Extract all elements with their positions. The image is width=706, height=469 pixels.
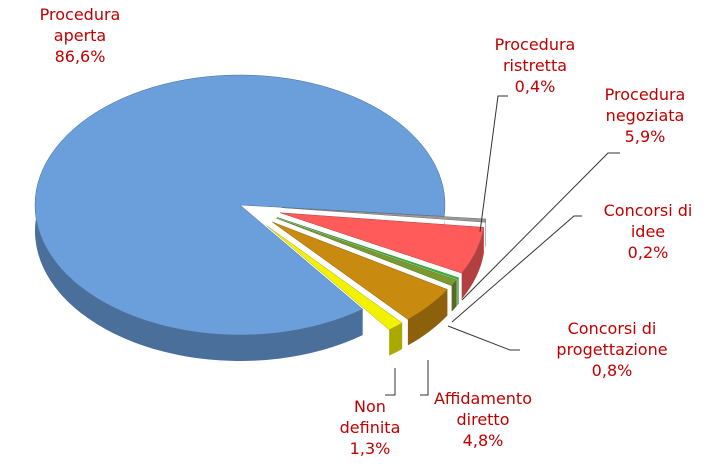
value-label: 4,8% [462,431,504,450]
data-label: Procedura ristretta 0,4% [480,34,590,97]
slice [281,207,487,223]
slice-side [407,289,448,346]
category-label: Procedura negoziata [604,85,686,125]
slice-side [451,279,457,312]
slice-side [389,322,403,356]
value-label: 0,2% [627,243,669,262]
slice-side [457,277,459,306]
slice [276,217,460,280]
value-label: 5,9% [624,127,666,146]
slice [266,225,403,330]
value-label: 1,3% [349,439,391,458]
value-label: 86,6% [54,47,106,66]
slice-side [461,227,484,300]
data-label: Concorsi di progettazione 0,8% [537,318,687,381]
leader-line [479,95,508,233]
leader-line [385,368,396,396]
category-label: Affidamento diretto [433,389,532,429]
data-label: Concorsi di idee 0,2% [593,200,703,263]
leader-line [447,325,520,351]
slice [276,217,458,286]
leader-line [461,152,620,301]
slice [34,74,446,336]
category-label: Concorsi di idee [603,201,693,241]
category-label: Procedura ristretta [494,35,576,75]
slice [280,212,485,274]
data-label: Procedura aperta 86,6% [25,4,135,67]
slice-side [485,218,487,249]
value-label: 0,4% [514,77,556,96]
data-label: Procedura negoziata 5,9% [590,84,700,147]
leader-line [451,215,582,323]
category-label: Procedura aperta [39,5,121,45]
category-label: Concorsi di progettazione [556,319,668,359]
slices [34,74,487,362]
value-label: 0,8% [591,361,633,380]
data-label: Non definita 1,3% [330,396,410,459]
leader-line [420,360,429,396]
slice [272,221,448,320]
data-label: Affidamento diretto 4,8% [413,388,553,451]
category-label: Non definita [339,397,401,437]
